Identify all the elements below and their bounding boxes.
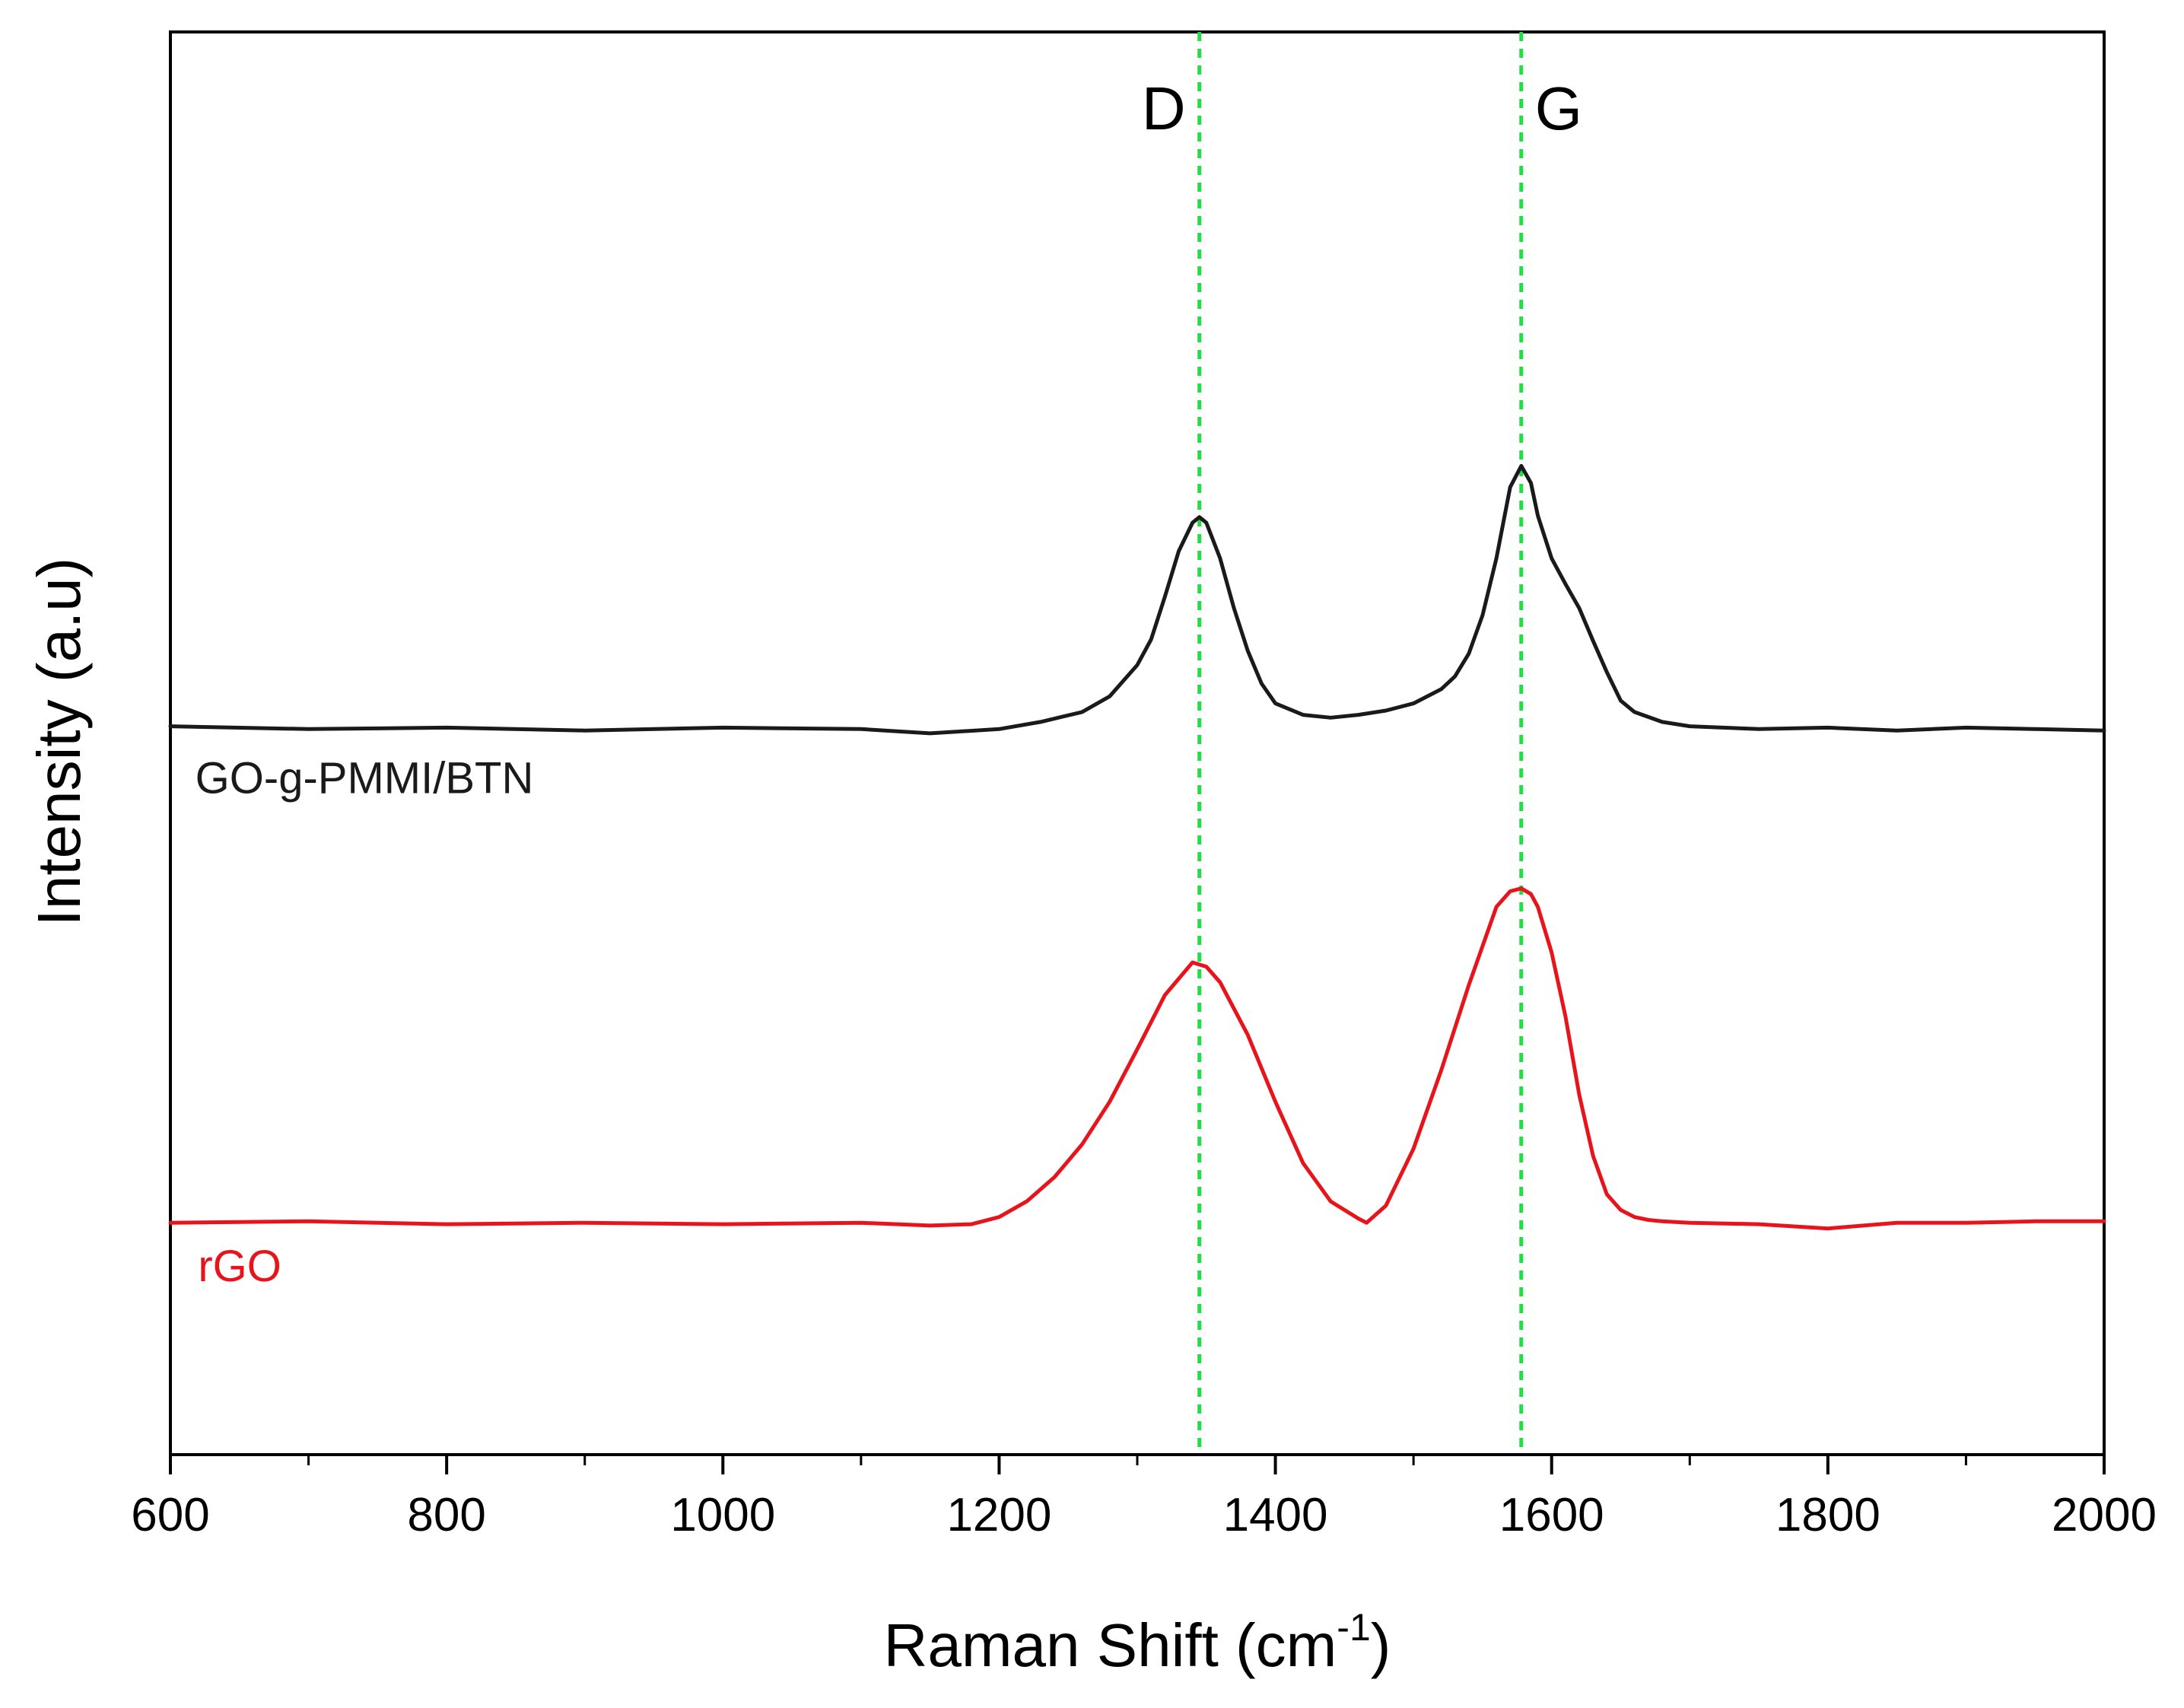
x-axis-title: Raman Shift (cm-1) — [884, 1606, 1391, 1679]
series-line — [168, 886, 2106, 1231]
x-tick-label: 600 — [131, 1489, 209, 1541]
series-label: rGO — [198, 1242, 281, 1291]
x-tick-labels: 600 800 1000 1200 1400 1600 1800 2000 — [131, 1489, 2157, 1541]
x-tick-label: 800 — [407, 1489, 485, 1541]
x-tick-label: 1800 — [1775, 1489, 1880, 1541]
peak-label: G — [1535, 75, 1582, 142]
x-tick-label: 1600 — [1499, 1489, 1604, 1541]
plot-frame — [169, 30, 2106, 1456]
y-axis-title: Intensity (a.u) — [25, 558, 93, 927]
x-tick-label: 2000 — [2052, 1489, 2157, 1541]
x-tick-label: 1000 — [670, 1489, 775, 1541]
series-label: GO-g-PMMI/BTN — [196, 753, 534, 803]
peak-label: D — [1142, 75, 1186, 142]
series-line — [168, 463, 2106, 736]
x-tick-label: 1200 — [946, 1489, 1051, 1541]
series-labels: GO-g-PMMI/BTN rGO — [196, 753, 534, 1290]
x-tick-label: 1400 — [1223, 1489, 1328, 1541]
series-lines — [168, 463, 2106, 1231]
x-axis-ticks — [169, 1455, 2106, 1474]
